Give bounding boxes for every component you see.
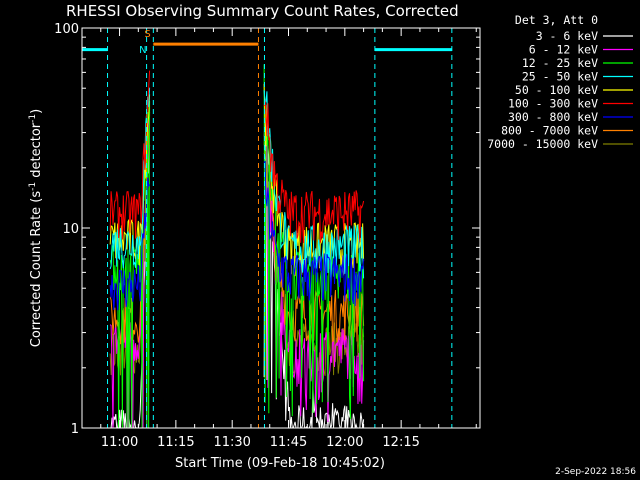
legend-entry: 6 - 12 keV [529,43,598,57]
series-line-segment-2 [263,160,365,307]
legend-entry: 7000 - 15000 keV [487,137,598,151]
x-tick-label: 11:15 [157,435,194,450]
legend-entry: 300 - 800 keV [508,110,598,124]
y-tick-label: 10 [62,222,79,237]
legend-entry: 25 - 50 keV [522,70,598,84]
x-tick-label: 12:15 [382,435,419,450]
data-layer [109,64,365,429]
legend-header: Det 3, Att 0 [515,13,598,27]
legend-entry: 100 - 300 keV [508,97,598,111]
y-axis-label: Corrected Count Rate (s-1 detector-1) [28,109,44,347]
series-line-segment-1 [109,87,151,270]
x-tick-label: 11:45 [270,435,307,450]
series-line-segment-2 [263,90,365,279]
x-tick-label: 11:30 [213,435,250,450]
footer-date: 2-Sep-2022 18:56 [555,467,636,477]
chart-title: RHESSI Observing Summary Count Rates, Co… [66,2,459,20]
axis-layer: 11:00 11:15 11:30 11:45 12:00 12:15 1 10 100 [54,22,480,450]
series-line-segment-2 [263,120,365,423]
y-tick-label: 1 [71,422,79,437]
y-tick-label: 100 [54,22,79,37]
x-axis-label: Start Time (09-Feb-18 10:45:02) [175,456,385,471]
series-line-segment-2 [263,100,365,244]
x-tick-label: 12:00 [326,435,363,450]
series-line-segment-1 [109,177,151,311]
legend-entry: 12 - 25 keV [522,56,598,70]
legend-entry: 50 - 100 keV [515,83,598,97]
x-tick-label: 11:00 [101,435,138,450]
night-marker: N [139,45,146,56]
saa-marker: S [144,29,150,40]
series-line-segment-1 [109,70,151,240]
legend-entry: 3 - 6 keV [536,29,598,43]
legend-entry: 800 - 7000 keV [501,124,598,138]
